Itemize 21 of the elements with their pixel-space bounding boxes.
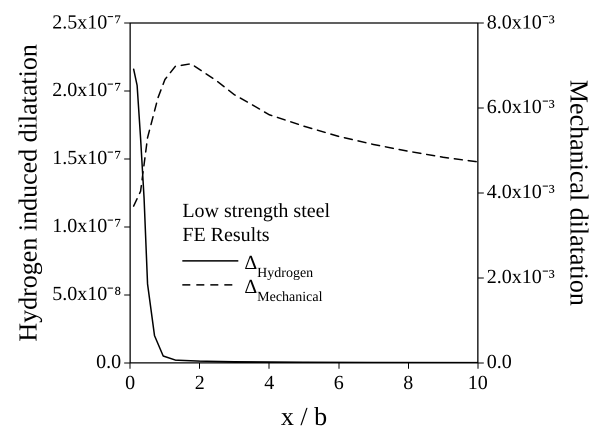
x-tick-label: 4: [264, 372, 274, 394]
y-tick-label: 1.5x10⁻⁷: [52, 147, 122, 170]
y2-tick-label: 2.0x10⁻³: [486, 266, 555, 288]
y2-tick-label: 8.0x10⁻³: [486, 11, 555, 34]
y-tick-label: 0.0: [96, 351, 122, 374]
y-tick-label: 2.5x10⁻⁷: [52, 11, 122, 34]
y-axis-title: Hydrogen induced dilatation: [13, 44, 42, 342]
x-axis-title: x / b: [280, 402, 328, 432]
y-tick-label: 1.0x10⁻⁷: [52, 215, 122, 238]
y2-tick-label: 0.0: [486, 351, 512, 374]
legend-title: Low strength steel FE Results: [182, 200, 331, 246]
y2-tick-label: 4.0x10⁻³: [486, 181, 555, 204]
x-tick-label: 0: [125, 372, 136, 394]
x-tick-label: 8: [403, 372, 414, 394]
x-tick-label: 6: [334, 372, 344, 394]
y-tick-label: 5.0x10⁻⁸: [52, 283, 122, 306]
y-tick-label: 2.0x10⁻⁷: [52, 79, 122, 102]
y2-tick-label: 6.0x10⁻³: [486, 96, 555, 118]
x-tick-label: 10: [468, 372, 488, 394]
y2-axis-title: Mechanical dilatation: [564, 80, 594, 306]
x-tick-label: 2: [194, 372, 205, 394]
